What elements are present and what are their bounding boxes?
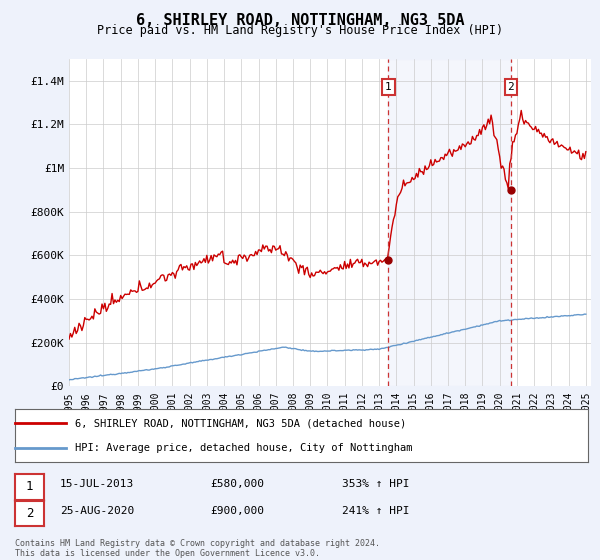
Text: HPI: Average price, detached house, City of Nottingham: HPI: Average price, detached house, City… [75,442,413,452]
Text: £900,000: £900,000 [210,506,264,516]
Text: 241% ↑ HPI: 241% ↑ HPI [342,506,409,516]
Text: 1: 1 [26,480,33,493]
Text: 15-JUL-2013: 15-JUL-2013 [60,479,134,489]
Text: £580,000: £580,000 [210,479,264,489]
Text: 6, SHIRLEY ROAD, NOTTINGHAM, NG3 5DA: 6, SHIRLEY ROAD, NOTTINGHAM, NG3 5DA [136,13,464,28]
Text: 353% ↑ HPI: 353% ↑ HPI [342,479,409,489]
Text: 2: 2 [508,82,514,92]
Text: Contains HM Land Registry data © Crown copyright and database right 2024.
This d: Contains HM Land Registry data © Crown c… [15,539,380,558]
Text: 6, SHIRLEY ROAD, NOTTINGHAM, NG3 5DA (detached house): 6, SHIRLEY ROAD, NOTTINGHAM, NG3 5DA (de… [75,418,406,428]
Text: Price paid vs. HM Land Registry's House Price Index (HPI): Price paid vs. HM Land Registry's House … [97,24,503,37]
Text: 1: 1 [385,82,392,92]
Text: 2: 2 [26,507,33,520]
Bar [388,59,511,386]
Text: 25-AUG-2020: 25-AUG-2020 [60,506,134,516]
